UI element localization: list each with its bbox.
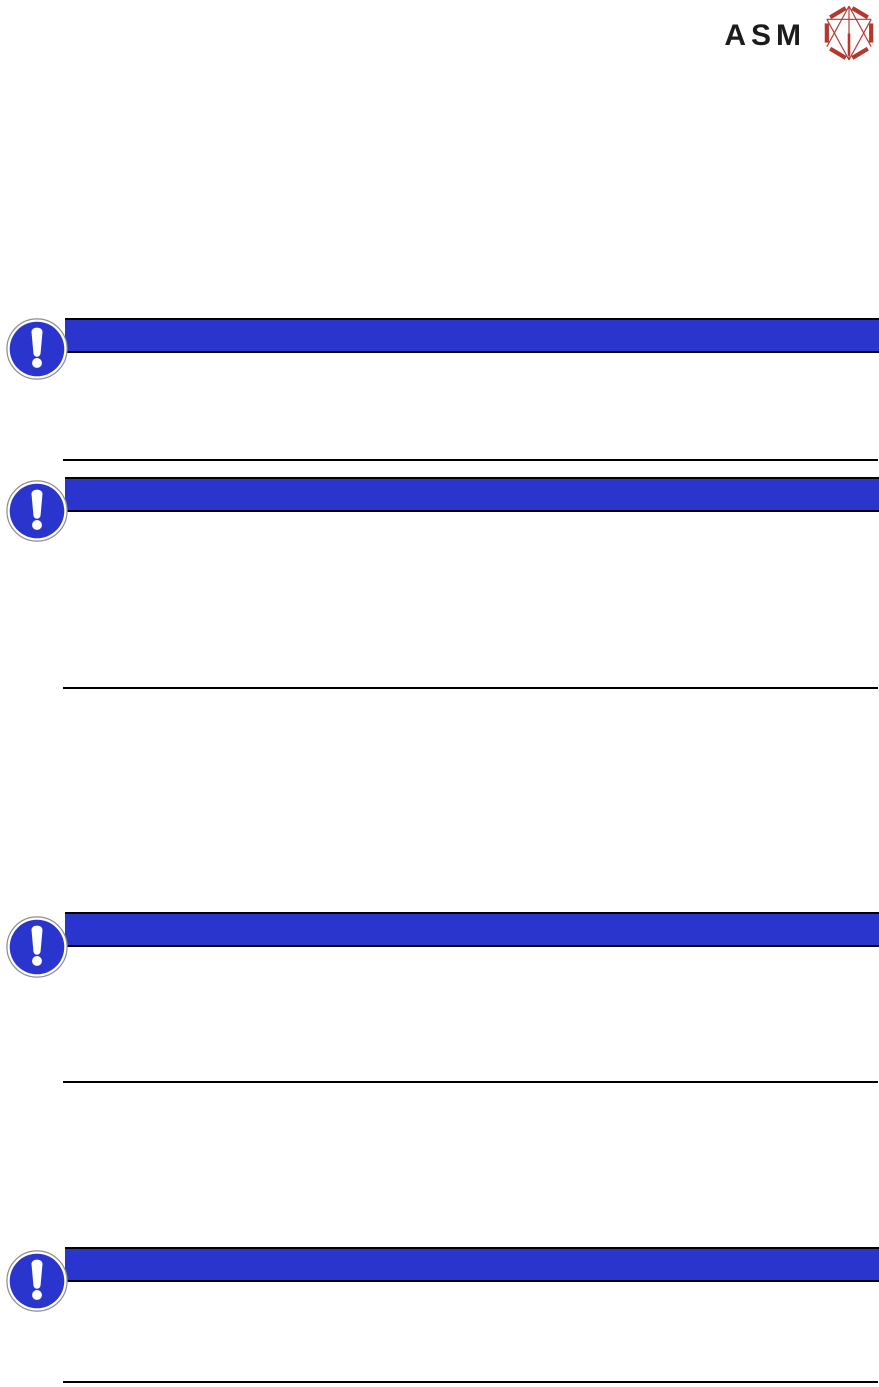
mandatory-exclamation-icon [6,318,68,380]
mandatory-exclamation-icon [6,1250,68,1312]
separator-line [63,459,878,461]
separator-line [63,1381,878,1383]
notice-bar [65,912,879,947]
separator-line [63,687,878,689]
separator-line [63,1081,878,1083]
mandatory-exclamation-icon [6,480,68,542]
asm-crystal-hexagon-icon [822,4,876,62]
asm-logo-text: ASM [724,19,806,52]
notice-bar [65,1247,879,1282]
notice-bar [65,477,879,512]
notice-bar [65,318,879,353]
brand-logo: ASM [724,4,876,62]
mandatory-exclamation-icon [6,916,68,978]
